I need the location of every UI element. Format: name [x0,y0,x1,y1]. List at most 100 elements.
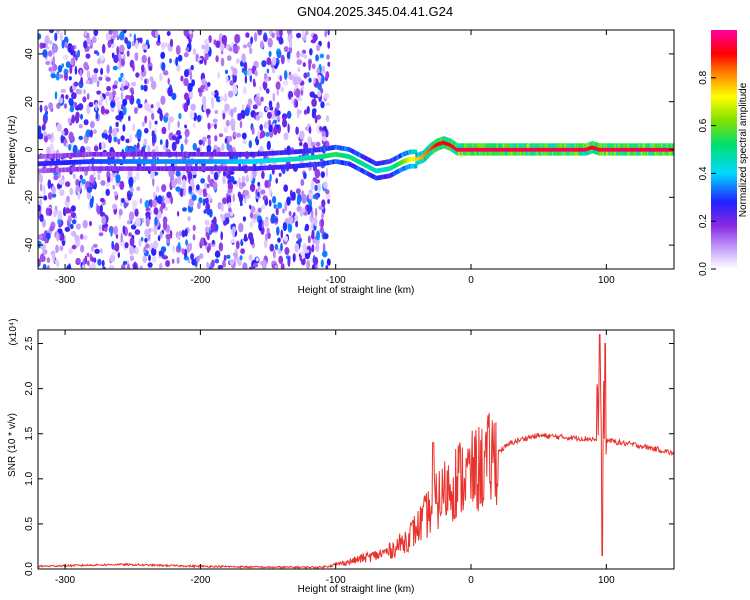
spectrogram-cell [222,112,226,120]
spectrogram-cell [94,101,98,111]
spectrogram-cell [257,130,261,140]
spectrogram-cell [325,102,331,107]
spectrogram-cell [171,92,177,101]
spectrogram-cell [239,120,243,129]
spectrogram-cell [119,180,125,190]
spectrogram-cell [48,67,53,72]
spectrogram-cell [114,96,120,102]
spectrogram-cell [280,39,284,44]
spectrogram-cell [80,233,84,240]
spectrogram-cell [259,40,264,49]
spectrogram-cell [163,70,169,76]
spectrogram-cell [204,219,210,226]
spectrogram-cell [271,32,275,39]
spectrogram-cell [282,119,288,128]
spectrogram-cell [151,130,155,138]
spectrogram-cell [204,43,210,53]
spectrogram-cell [71,219,77,225]
spectrogram-cell [130,81,137,87]
spectrogram-cell [143,246,147,254]
spectrogram-cell [209,211,212,216]
spectrogram-cell [129,245,135,255]
spectrogram-cell [171,258,175,264]
spectrogram-cell [303,72,308,79]
spectrogram-cell [144,200,150,209]
spectrogram-cell [192,224,196,231]
spectrogram-cell [306,106,310,114]
spectrogram-cell [66,265,72,269]
spectrogram-cell [64,72,68,81]
spectrogram-cell [71,244,77,250]
spectrogram-cell [46,257,51,263]
spectrogram-cell [257,191,260,198]
spectrogram-cell [38,204,41,212]
spectrogram-cell [189,71,193,81]
spectrogram-cell [165,233,171,240]
spectrogram-cell [64,226,71,232]
spectrogram-cell [71,92,77,100]
spectrogram-cell [79,69,83,77]
spectrogram-cell [293,212,296,217]
spectrogram-cell [255,257,259,262]
spectrogram-cell [137,103,143,109]
spectrogram-cell [86,260,90,266]
spectrogram-cell [214,258,220,264]
spectrogram-cell [250,172,253,182]
spectrogram-cell [314,168,321,179]
spectrogram-cell [72,50,76,58]
spectrogram-cell [238,177,241,185]
spectrogram-cell [181,248,185,255]
spectrogram-cell [304,223,310,231]
spectrogram-cell [94,248,100,254]
spectrogram-cell [68,99,74,107]
spectrogram-cell [83,61,89,70]
spectrogram-cell [263,72,268,80]
spectrogram-cell [38,174,44,184]
spectrogram-cell [119,44,125,53]
spectrogram-cell [275,207,279,216]
spectrogram-cell [264,179,269,189]
spectrogram-cell [112,30,119,38]
spectrogram-cell [164,196,170,204]
spectrogram-cell [88,101,94,108]
spectrogram-cell [86,104,91,115]
spectrogram-cell [68,247,74,255]
spectrogram-cell [319,53,325,59]
spectrogram-cell [59,189,65,197]
spectrogram-cell [83,119,89,126]
spectrogram-cell [303,172,307,180]
spectrogram-cell [296,233,302,240]
spectrogram-cell [65,142,69,148]
spectrogram-cell [188,185,193,192]
spectrogram-cell [267,37,273,48]
spectrogram-cell [68,76,72,81]
spectrogram-cell [212,118,218,123]
spectrogram-cell [121,58,125,66]
spectrogram-cell [86,93,90,100]
spectrogram-cell [200,237,205,245]
spectrogram-cell [308,77,312,83]
spectrogram-cell [210,222,216,233]
spectrogram-cell [207,174,211,183]
spectrogram-cell [322,242,326,253]
spectrogram-cell [132,123,136,132]
spectrogram-cell [109,254,116,263]
spectrogram-cell [165,138,169,149]
spectrogram-cell [91,74,94,85]
spectrogram-cell [140,237,144,242]
spectrogram-cell [203,240,207,246]
spectrogram-cell [156,101,160,109]
spectrogram-cell [153,191,156,199]
spectrogram-cell [162,220,168,231]
spectrogram-cell [295,100,299,108]
spectrogram-cell [58,74,64,79]
spectrogram-cell [55,244,59,253]
spectrogram-cell [283,46,289,53]
spectrogram-cell [185,239,189,246]
spectrogram-cell [182,207,187,212]
spectrogram-cell [44,105,48,112]
spectrogram-cell [157,107,162,113]
spectrogram-cell [198,188,203,196]
spectrogram-y-label: Frequency (Hz) [7,116,18,185]
spectrogram-cell [190,253,195,261]
